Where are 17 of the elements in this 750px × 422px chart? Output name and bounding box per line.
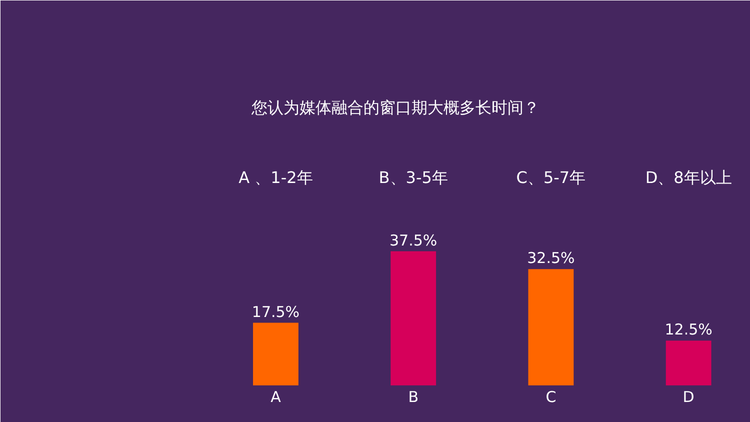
x-tick-label: B — [408, 388, 418, 406]
bar — [253, 322, 298, 386]
data-label: 17.5% — [252, 302, 300, 321]
data-label: 37.5% — [390, 231, 438, 250]
bar — [666, 340, 712, 386]
text: C、5-7年 — [516, 168, 586, 187]
text: B、3-5年 — [378, 168, 448, 187]
x-tick-label: D — [682, 388, 694, 406]
chart-title: 您认为媒体融合的窗口期大概多长时间？ — [250, 98, 540, 117]
text: D、8年以上 — [645, 168, 732, 187]
bar — [390, 251, 436, 386]
data-label: 32.5% — [527, 249, 575, 268]
bar — [528, 269, 574, 386]
data-label: 12.5% — [664, 320, 712, 339]
x-tick-label: C — [546, 388, 556, 406]
text: A 、1-2年 — [238, 168, 313, 187]
x-tick-label: A — [270, 388, 282, 406]
